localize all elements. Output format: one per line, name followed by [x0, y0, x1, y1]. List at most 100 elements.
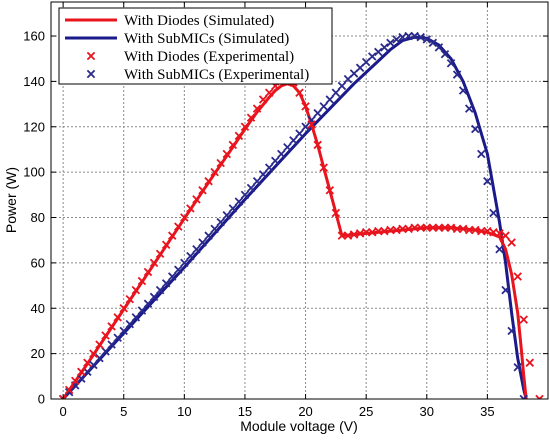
data-point [119, 326, 128, 336]
legend: With Diodes (Simulated) With SubMICs (Si… [58, 7, 333, 85]
data-point [525, 358, 535, 367]
legend-cross [86, 69, 96, 79]
data-point [277, 149, 286, 159]
data-point [101, 347, 110, 356]
data-point [149, 258, 159, 268]
legend-label-submics-sim: With SubMICs (Simulated) [124, 31, 289, 47]
y-tick-label: 100 [23, 165, 45, 180]
data-point [77, 367, 86, 377]
data-point [192, 245, 201, 254]
data-point [507, 238, 516, 247]
x-tick-label: 30 [420, 404, 434, 419]
data-point [264, 163, 274, 172]
data-point [519, 315, 528, 324]
data-point [149, 292, 159, 302]
data-point [137, 306, 147, 315]
data-point [58, 394, 68, 399]
data-point [501, 231, 510, 240]
data-point [180, 213, 189, 222]
data-point [131, 313, 141, 322]
data-point [446, 59, 456, 68]
data-point [440, 49, 450, 59]
legend-label-diodes-exp: With Diodes (Experimental) [124, 49, 294, 65]
x-tick-label: 15 [238, 404, 252, 419]
x-tick-label: 10 [177, 404, 191, 419]
data-point [167, 231, 177, 240]
data-point [380, 43, 389, 52]
y-tick-label: 140 [23, 74, 45, 89]
data-point [174, 222, 183, 231]
x-tick-label: 20 [298, 404, 312, 419]
data-point [234, 197, 244, 206]
y-axis-label: Power (W) [3, 167, 19, 233]
data-point [234, 131, 244, 141]
data-point [186, 251, 195, 261]
data-point [240, 122, 250, 132]
y-tick-label: 0 [38, 392, 45, 407]
data-point [174, 265, 183, 274]
data-point [301, 102, 310, 111]
legend-cross [86, 51, 96, 61]
data-point [143, 299, 153, 308]
data-point [295, 129, 304, 138]
legend-label-diodes-sim: With Diodes (Simulated) [124, 13, 274, 29]
data-point [519, 394, 528, 399]
ticks [51, 2, 548, 400]
data-point [186, 204, 195, 213]
data-point [289, 136, 298, 145]
data-point [125, 319, 135, 329]
data-point [222, 211, 232, 220]
data-point [198, 238, 207, 247]
data-point [83, 358, 92, 367]
data-point [180, 258, 189, 268]
data-point [331, 208, 341, 218]
legend-marker-submics-exp [86, 69, 96, 79]
data-point [113, 333, 122, 342]
data-point [392, 35, 401, 44]
data-point [77, 374, 86, 383]
data-point [119, 304, 128, 313]
data-point [125, 294, 135, 304]
data-point [210, 167, 219, 177]
data-point [386, 38, 395, 48]
data-point [64, 387, 74, 397]
data-point [258, 95, 268, 104]
data-point [477, 149, 486, 159]
data-point [228, 140, 238, 150]
data-point [283, 142, 292, 152]
y-tick-label: 160 [23, 29, 45, 44]
x-tick-label: 25 [359, 404, 373, 419]
data-point [325, 186, 335, 195]
data-point [489, 208, 498, 218]
data-point [107, 340, 116, 349]
data-point [198, 186, 207, 195]
data-point [89, 360, 98, 370]
data-point [131, 285, 141, 295]
data-point [252, 176, 262, 186]
data-point [161, 240, 171, 249]
data-point [192, 195, 201, 204]
x-tick-label: 35 [480, 404, 494, 419]
data-point [313, 108, 322, 118]
data-point [252, 104, 262, 113]
series-markers-2 [58, 76, 544, 399]
data-point [95, 353, 104, 363]
data-point [367, 52, 377, 61]
data-point [434, 43, 444, 52]
data-point [228, 204, 238, 213]
data-point [113, 313, 122, 322]
data-point [258, 170, 268, 179]
data-point [71, 376, 80, 386]
data-point [222, 149, 232, 159]
data-point [216, 217, 225, 227]
data-point [246, 183, 256, 193]
data-point [501, 285, 510, 295]
data-point [495, 245, 504, 254]
x-tick-label: 5 [120, 404, 127, 419]
data-point [271, 156, 280, 166]
data-point [331, 88, 341, 97]
legend-label-submics-exp: With SubMICs (Experimental) [124, 67, 309, 83]
data-point [301, 122, 310, 132]
data-point [64, 385, 74, 395]
